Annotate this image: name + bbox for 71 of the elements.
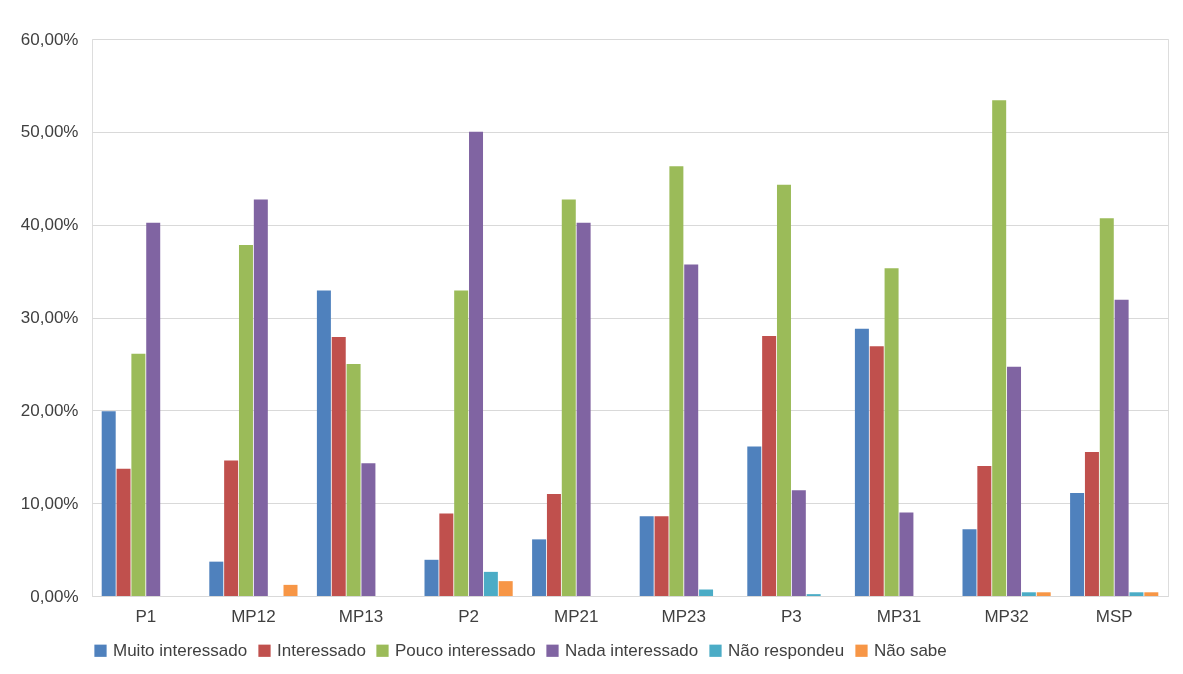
bar (131, 353, 146, 596)
bar (561, 199, 576, 596)
bar (532, 539, 547, 596)
bar (469, 131, 484, 596)
bar (546, 493, 561, 596)
y-tick-label: 0,00% (30, 586, 79, 606)
bar (669, 166, 684, 596)
bar (483, 571, 498, 596)
bar (209, 561, 224, 596)
x-tick-label: MP12 (231, 606, 276, 626)
bar (454, 290, 469, 596)
legend-label: Muito interessado (113, 640, 248, 660)
legend-label: Pouco interessado (395, 640, 536, 660)
bar (884, 268, 899, 596)
bar (654, 516, 669, 596)
bar (1144, 592, 1159, 596)
bar (331, 337, 346, 596)
x-tick-label: MP13 (338, 606, 384, 626)
y-tick-label: 60,00% (20, 29, 79, 49)
x-tick-label: P1 (135, 606, 157, 626)
x-tick-label: MSP (1095, 606, 1133, 626)
x-tick-label: P3 (781, 606, 802, 626)
bar (1099, 218, 1114, 596)
bar (699, 589, 714, 596)
bar (361, 463, 376, 596)
bar (283, 584, 298, 596)
x-tick-label: P2 (458, 606, 479, 626)
bar (424, 559, 439, 596)
bar (1007, 366, 1022, 596)
bar (1070, 492, 1085, 596)
y-tick-label: 20,00% (20, 400, 79, 420)
y-tick-label: 10,00% (20, 493, 79, 513)
bar (762, 336, 777, 596)
bar (1114, 299, 1129, 596)
bar (1021, 592, 1036, 596)
bar (684, 264, 699, 596)
legend-label: Não sabe (874, 640, 947, 660)
legend-label: Nada interessado (565, 640, 699, 660)
bar (316, 290, 331, 596)
legend-label: Interessado (277, 640, 366, 660)
x-tick-label: MP21 (553, 606, 599, 626)
bar (854, 328, 869, 596)
bar (224, 460, 239, 596)
bar (146, 222, 161, 596)
x-tick-label: MP23 (661, 606, 707, 626)
bar (1084, 452, 1099, 596)
bar (869, 346, 884, 596)
bar (992, 100, 1007, 596)
bar (498, 581, 513, 596)
bar (238, 245, 253, 596)
bar (1036, 592, 1051, 596)
y-tick-label: 40,00% (20, 215, 79, 235)
bar (1129, 592, 1144, 596)
bar (346, 363, 361, 596)
bar (576, 222, 591, 596)
x-tick-label: MP32 (984, 606, 1029, 626)
bar (747, 446, 762, 596)
legend-label: Não respondeu (728, 640, 845, 660)
bar (791, 490, 806, 596)
x-tick-label: MP31 (876, 606, 922, 626)
bar (962, 529, 977, 596)
bar (977, 466, 992, 596)
bar (639, 516, 654, 596)
y-tick-label: 30,00% (20, 308, 79, 327)
bar (776, 184, 791, 596)
bar (899, 512, 914, 596)
y-tick-label: 50,00% (20, 122, 79, 142)
bar (101, 411, 116, 596)
bar (116, 468, 131, 596)
bar (253, 199, 268, 596)
bar (439, 513, 454, 596)
